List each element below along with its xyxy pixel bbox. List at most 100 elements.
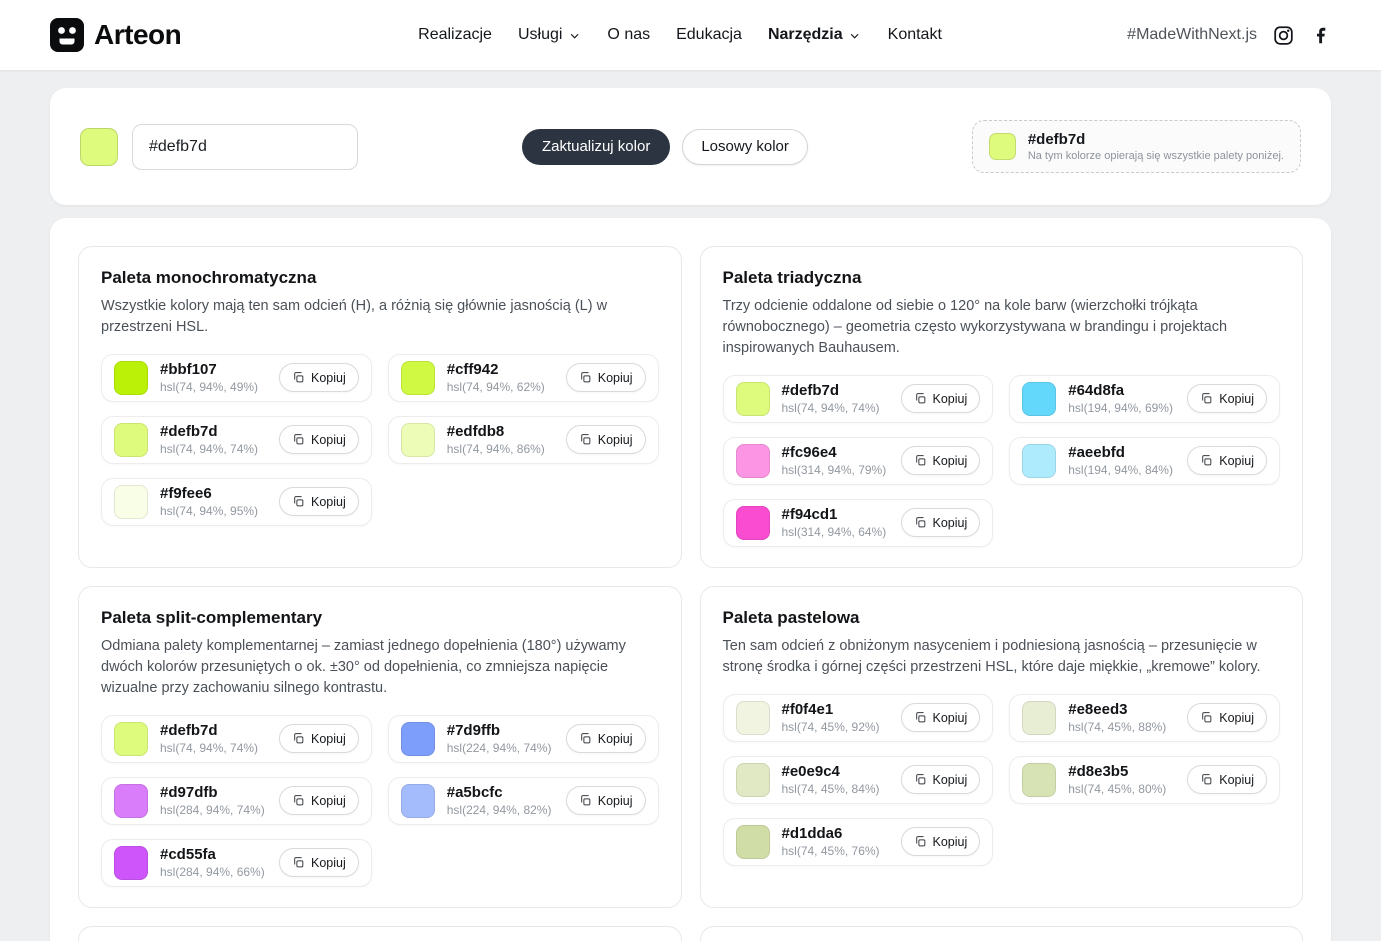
copy-button[interactable]: Kopiuj [900,446,981,476]
nav-item-label: Edukacja [676,26,742,43]
color-text: #64d8fa hsl(194, 94%, 69%) [1068,382,1173,417]
color-hsl-label: hsl(74, 94%, 95%) [160,504,259,519]
palette-card: Paleta ciemna [78,925,682,941]
color-hex-label: #fc96e4 [781,443,837,461]
color-text: #bbf107 hsl(74, 94%, 49%) [160,361,258,396]
nav-item-label: Usługi [517,26,563,43]
color-swatch [114,721,148,756]
copy-button[interactable]: Kopiuj [900,703,981,733]
copy-button-label: Kopiuj [1219,453,1254,468]
copy-button[interactable]: Kopiuj [1187,765,1267,795]
copy-icon [294,496,304,507]
color-swatch [400,422,435,457]
color-swatch [735,762,770,797]
color-item: #64d8fa hsl(194, 94%, 69%) Kopiuj [1009,374,1280,423]
copy-icon [915,774,925,785]
palette-color-grid: #bbf107 hsl(74, 94%, 49%) Kopiuj #cff942… [101,353,659,526]
color-item: #bbf107 hsl(74, 94%, 49%) Kopiuj [101,353,372,402]
copy-button-label: Kopiuj [932,772,968,787]
copy-button[interactable]: Kopiuj [279,425,359,455]
color-text: #aeebfd hsl(194, 94%, 84%) [1068,444,1173,479]
color-hex-label: #defb7d [160,721,218,739]
nav-item-label: Kontakt [887,26,942,43]
color-item: #d8e3b5 hsl(74, 45%, 80%) Kopiuj [1009,755,1280,804]
color-swatch [735,443,770,478]
facebook-icon[interactable] [1310,25,1331,46]
nav-item[interactable]: Edukacja [676,26,742,44]
instagram-icon[interactable] [1273,25,1294,46]
update-color-button[interactable]: Zaktualizuj kolor [521,128,671,165]
copy-button[interactable]: Kopiuj [565,786,646,816]
copy-icon [580,733,591,744]
nav-item[interactable]: Realizacje [418,26,492,44]
copy-button[interactable]: Kopiuj [1187,446,1267,476]
copy-icon [1202,393,1212,404]
copy-button[interactable]: Kopiuj [565,363,646,393]
color-hex-label: #e8eed3 [1068,700,1128,718]
copy-button[interactable]: Kopiuj [1187,384,1267,414]
main-content: Zaktualizuj kolor Losowy kolor #defb7d N… [0,88,1381,941]
copy-button[interactable]: Kopiuj [900,827,981,857]
nav-item[interactable]: Narzędzia [768,26,862,44]
palette-description: Wszystkie kolory mają ten sam odcień (H)… [101,297,608,335]
brand-logo-icon [50,18,84,52]
color-swatch [400,721,435,756]
color-text: #f9fee6 hsl(74, 94%, 95%) [160,485,258,520]
header-right: #MadeWithNext.js [1127,25,1331,46]
color-hex-label: #aeebfd [1068,443,1125,461]
color-text: #e0e9c4 hsl(74, 45%, 84%) [782,763,880,798]
copy-button[interactable]: Kopiuj [279,724,359,754]
info-note-label: Na tym kolorze opierają się wszystkie pa… [1027,150,1284,162]
palette-card: Paleta gradientowa w stylu Material Desi… [699,925,1303,941]
color-swatch [735,381,770,416]
copy-icon [294,733,304,744]
copy-icon [915,712,925,723]
color-text: #fc96e4 hsl(314, 94%, 79%) [782,444,887,479]
copy-button-label: Kopiuj [932,710,968,725]
color-hsl-label: hsl(284, 94%, 66%) [160,865,265,880]
main-nav: Realizacje Usługi O nas Edukacja Narzędz… [418,26,942,44]
copy-icon [915,836,925,847]
color-swatch [1022,700,1057,735]
copy-button-label: Kopiuj [932,515,968,530]
copy-button-label: Kopiuj [1219,772,1254,787]
copy-button[interactable]: Kopiuj [279,487,359,517]
copy-button[interactable]: Kopiuj [279,363,359,393]
color-text: #e8eed3 hsl(74, 45%, 88%) [1068,701,1166,736]
copy-button[interactable]: Kopiuj [900,384,981,414]
color-swatch [400,360,435,395]
nav-item[interactable]: Usługi [518,26,581,44]
copy-button[interactable]: Kopiuj [279,848,359,878]
copy-icon [580,372,591,383]
palette-title: Paleta pastelowa [722,607,860,627]
color-text: #d97dfb hsl(284, 94%, 74%) [160,784,265,819]
color-hex-label: #f0f4e1 [781,700,834,718]
color-text: #edfdb8 hsl(74, 94%, 86%) [447,423,545,458]
nav-item[interactable]: Kontakt [888,26,942,44]
color-hsl-label: hsl(194, 94%, 69%) [1068,401,1173,416]
copy-button[interactable]: Kopiuj [900,765,981,795]
copy-button[interactable]: Kopiuj [565,425,646,455]
copy-button[interactable]: Kopiuj [1187,703,1267,733]
copy-button-label: Kopiuj [311,855,346,870]
color-hsl-label: hsl(224, 94%, 74%) [446,741,552,756]
color-hsl-label: hsl(74, 94%, 74%) [160,741,259,756]
color-item: #f94cd1 hsl(314, 94%, 64%) Kopiuj [722,498,994,547]
color-hex-label: #edfdb8 [446,422,505,440]
brand-logo[interactable]: Arteon [50,18,182,52]
color-hsl-label: hsl(74, 45%, 76%) [781,844,880,859]
copy-icon [294,857,304,868]
color-item: #fc96e4 hsl(314, 94%, 79%) Kopiuj [722,436,994,485]
copy-button[interactable]: Kopiuj [279,786,359,816]
hex-color-input[interactable] [132,123,358,170]
palette-color-grid: #defb7d hsl(74, 94%, 74%) Kopiuj #7d9ffb… [101,714,659,887]
color-hex-label: #bbf107 [160,360,217,378]
palette-description: Ten sam odcień z obniżonym nasyceniem i … [722,637,1261,675]
color-text: #a5bcfc hsl(224, 94%, 82%) [447,784,552,819]
nav-item[interactable]: O nas [607,26,650,44]
color-hex-label: #e0e9c4 [781,762,840,780]
copy-button[interactable]: Kopiuj [900,508,981,538]
random-color-button[interactable]: Losowy kolor [682,128,808,165]
copy-button[interactable]: Kopiuj [565,724,646,754]
color-swatch [735,824,770,859]
